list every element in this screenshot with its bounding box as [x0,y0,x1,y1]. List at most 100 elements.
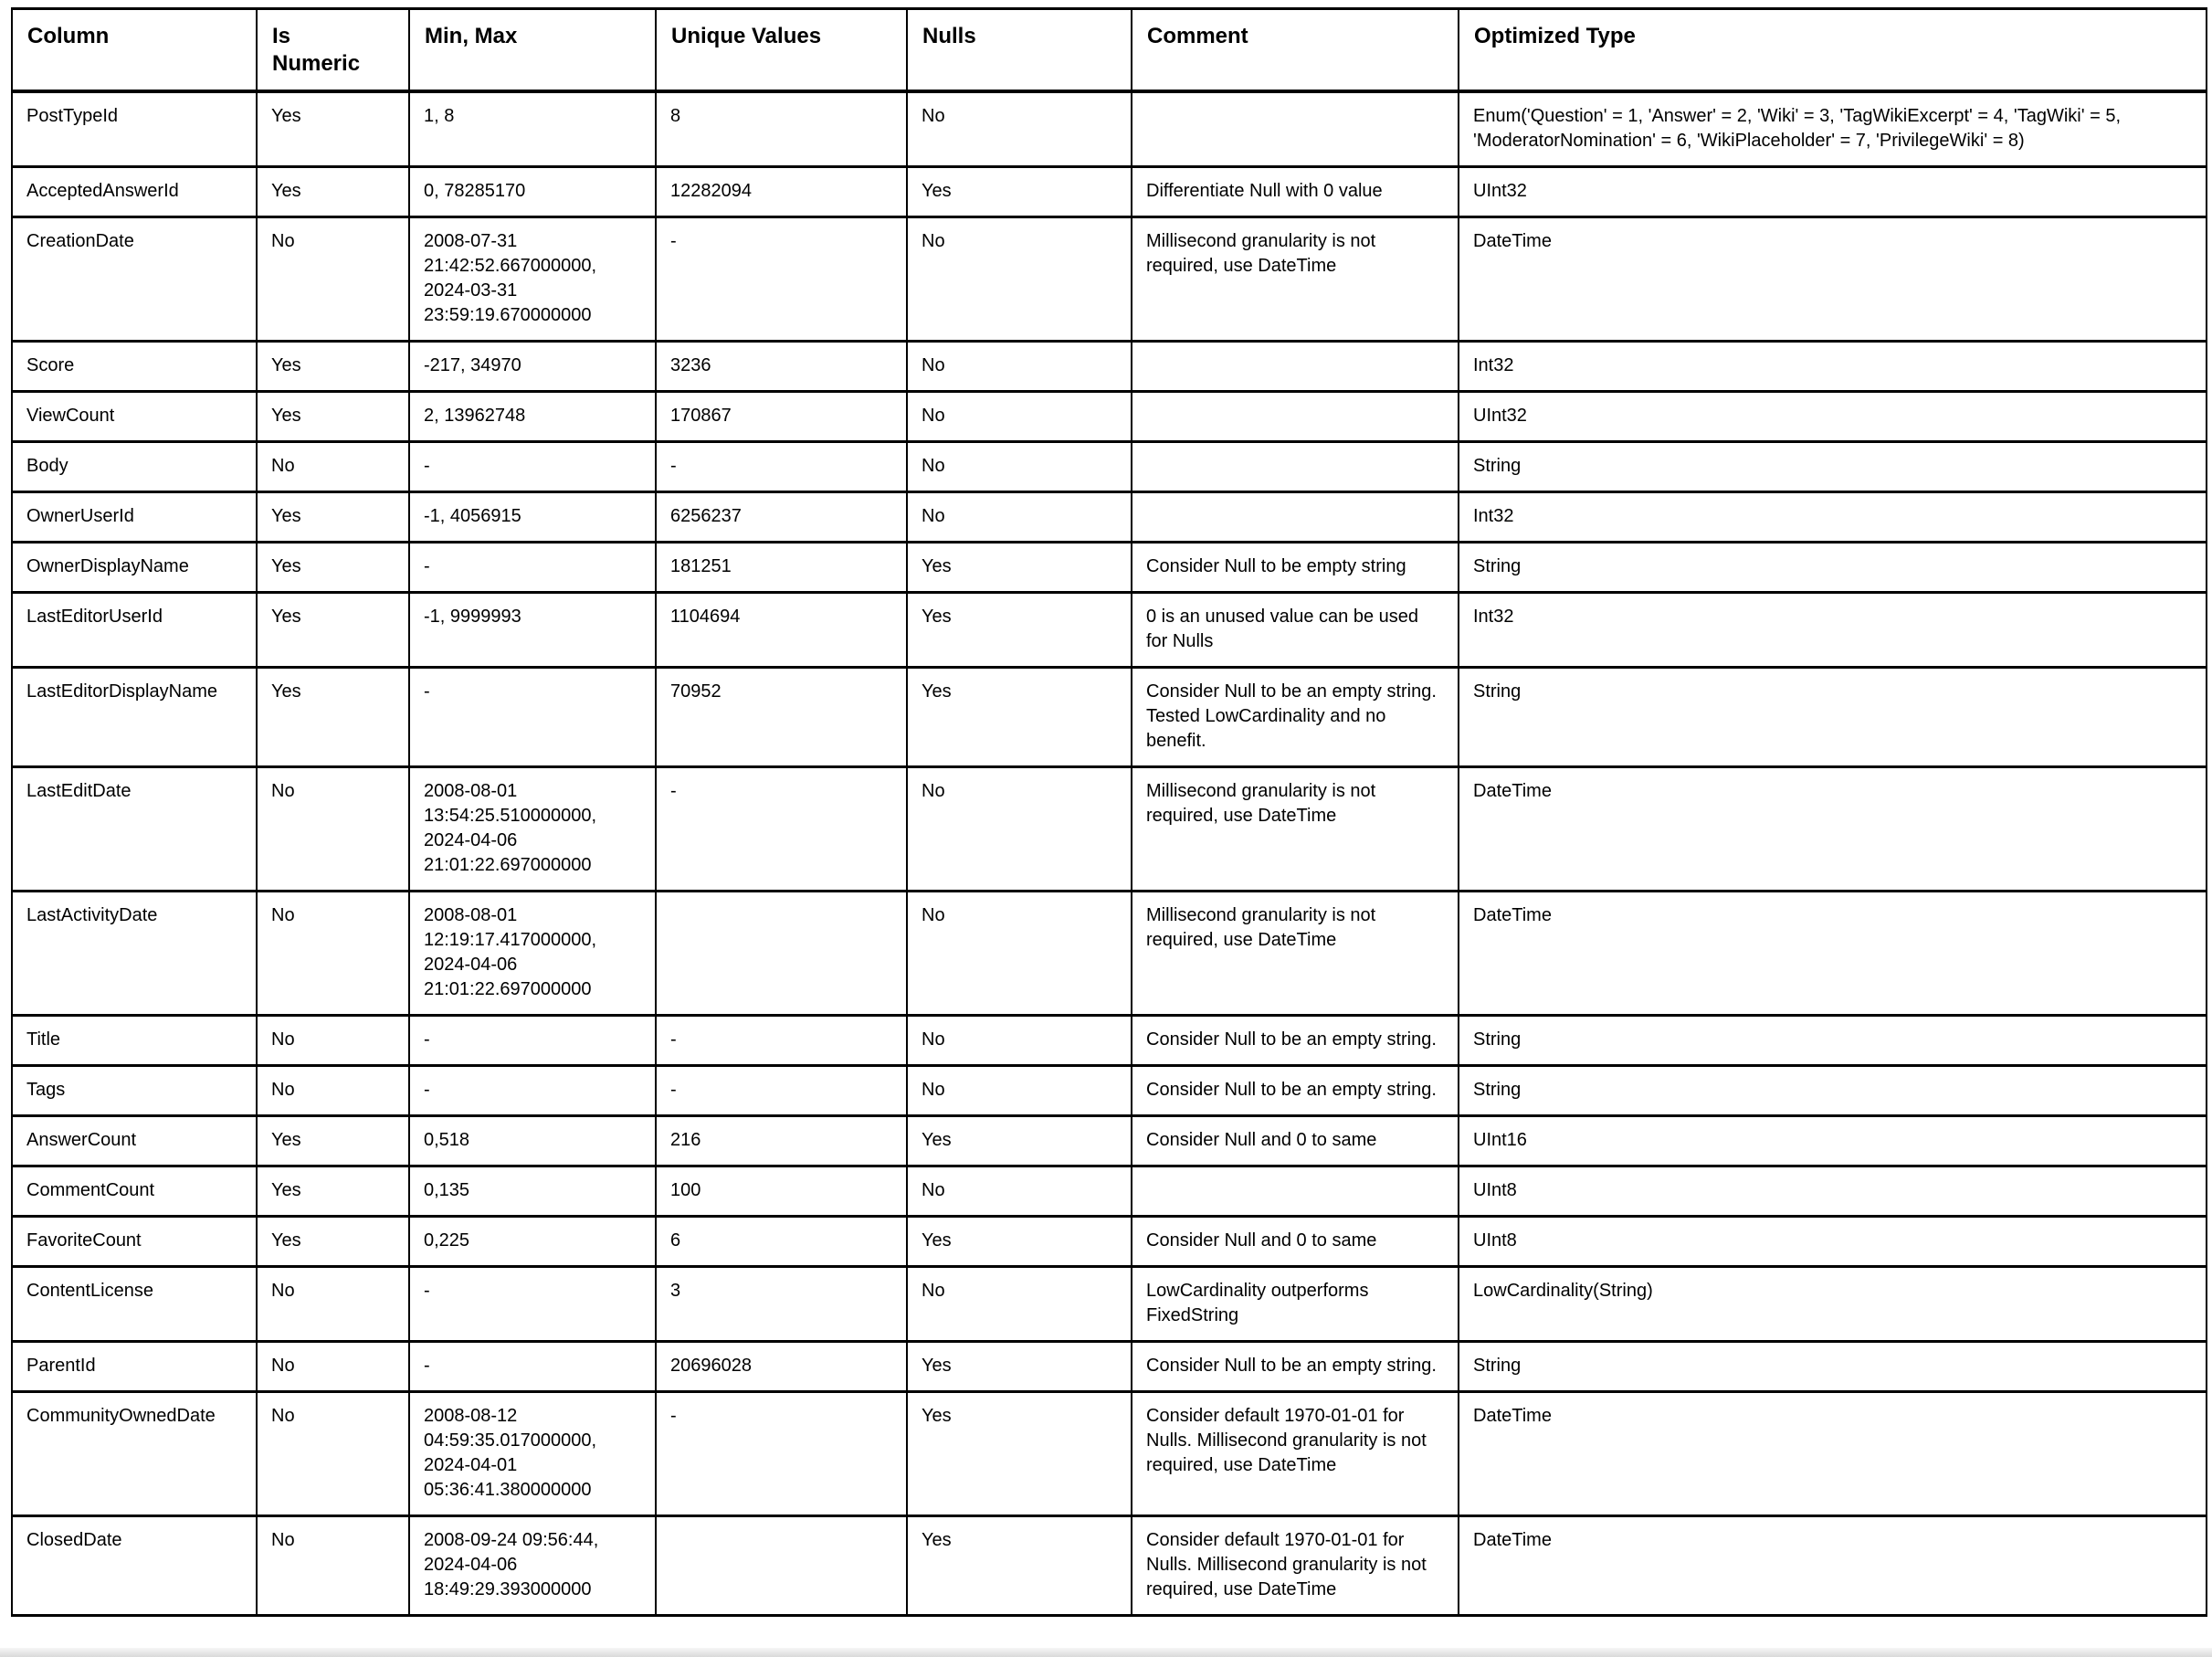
column-header-min-max: Min, Max [408,7,657,93]
cell-comment: Consider Null to be an empty string. Tes… [1131,666,1459,768]
cell-optimized-type: UInt32 [1458,165,2207,218]
table-row: CommunityOwnedDate No 2008-08-12 04:59:35.… [11,1390,2207,1517]
column-header-label: Comment [1147,24,1248,48]
cell-comment: Consider default 1970-01-01 for Nulls. M… [1131,1390,1459,1517]
cell-unique-values: 1104694 [655,591,908,669]
cell-comment: Consider Null to be an empty string. [1131,1064,1459,1117]
table-row: PostTypeId Yes 1, 8 8 No Enum('Question' = 1,… [11,90,2207,168]
table-row: LastEditDate No 2008-08-01 13:54:25.510000… [11,765,2207,892]
column-header-label: Column [27,24,110,48]
cell-column: LastEditorUserId [11,591,258,669]
cell-comment [1131,440,1459,493]
table-row: FavoriteCount Yes 0,225 6 Yes Consider Null a… [11,1215,2207,1268]
cell-unique-values: 3236 [655,340,908,393]
cell-nulls: No [906,1014,1132,1067]
cell-comment: Consider Null and 0 to same [1131,1215,1459,1268]
cell-min-max: 2, 13962748 [408,390,657,443]
cell-nulls: No [906,440,1132,493]
column-header-is-numeric: Is Numeric [256,7,410,93]
table-row: LastActivityDate No 2008-08-01 12:19:17.41… [11,890,2207,1017]
cell-min-max: 0,135 [408,1165,657,1218]
cell-is-numeric: Yes [256,541,410,594]
cell-optimized-type: UInt32 [1458,390,2207,443]
cell-nulls: Yes [906,591,1132,669]
column-header-nulls: Nulls [906,7,1132,93]
cell-optimized-type: String [1458,1064,2207,1117]
cell-optimized-type: DateTime [1458,216,2207,343]
cell-unique-values: - [655,1390,908,1517]
column-header-unique-values: Unique Values [655,7,908,93]
cell-min-max: 2008-07-31 21:42:52.667000000, 2024-03-3… [408,216,657,343]
cell-comment: Consider Null to be empty string [1131,541,1459,594]
cell-nulls: Yes [906,165,1132,218]
cell-column: CreationDate [11,216,258,343]
cell-column: ContentLicense [11,1265,258,1343]
cell-nulls: No [906,890,1132,1017]
cell-min-max: 2008-08-01 13:54:25.510000000, 2024-04-0… [408,765,657,892]
cell-nulls: No [906,491,1132,544]
table-row: Body No - - No String [11,440,2207,493]
schema-table: Column Is Numeric Min, Max Unique Values Nul… [11,7,2207,1617]
cell-is-numeric: No [256,1265,410,1343]
cell-column: Title [11,1014,258,1067]
cell-unique-values: 216 [655,1114,908,1167]
column-header-comment: Comment [1131,7,1459,93]
cell-nulls: Yes [906,1215,1132,1268]
cell-min-max: - [408,1265,657,1343]
column-header-label: Unique Values [671,24,822,48]
cell-optimized-type: LowCardinality(String) [1458,1265,2207,1343]
table-row: Title No - - No Consider Null to be an empty … [11,1014,2207,1067]
cell-nulls: Yes [906,666,1132,768]
cell-min-max: 2008-08-01 12:19:17.417000000, 2024-04-0… [408,890,657,1017]
cell-unique-values: 8 [655,90,908,168]
cell-comment: Consider Null to be an empty string. [1131,1014,1459,1067]
cell-optimized-type: String [1458,440,2207,493]
cell-is-numeric: Yes [256,491,410,544]
column-header-label: Nulls [922,24,976,48]
cell-comment [1131,491,1459,544]
cell-nulls: Yes [906,541,1132,594]
cell-is-numeric: No [256,1064,410,1117]
table-row: AcceptedAnswerId Yes 0, 78285170 12282094 Ye… [11,165,2207,218]
cell-column: AcceptedAnswerId [11,165,258,218]
cell-min-max: 0,225 [408,1215,657,1268]
cell-min-max: -1, 4056915 [408,491,657,544]
cell-column: Tags [11,1064,258,1117]
cell-optimized-type: DateTime [1458,765,2207,892]
cell-comment: Millisecond granularity is not required,… [1131,890,1459,1017]
cell-nulls: Yes [906,1390,1132,1517]
cell-optimized-type: UInt8 [1458,1165,2207,1218]
cell-unique-values [655,1515,908,1617]
cell-min-max: -217, 34970 [408,340,657,393]
cell-unique-values: 6256237 [655,491,908,544]
cell-unique-values: - [655,765,908,892]
header-row: Column Is Numeric Min, Max Unique Values Nul… [11,7,2207,93]
cell-optimized-type: String [1458,1340,2207,1393]
cell-column: OwnerDisplayName [11,541,258,594]
cell-is-numeric: No [256,216,410,343]
cell-column: LastEditDate [11,765,258,892]
cell-nulls: No [906,1064,1132,1117]
cell-optimized-type: UInt16 [1458,1114,2207,1167]
cell-is-numeric: No [256,1390,410,1517]
cell-unique-values: 20696028 [655,1340,908,1393]
cell-column: PostTypeId [11,90,258,168]
cell-unique-values: 170867 [655,390,908,443]
cell-optimized-type: Int32 [1458,591,2207,669]
cell-nulls: No [906,1165,1132,1218]
cell-column: LastActivityDate [11,890,258,1017]
column-header-label: Is Numeric [272,24,361,76]
cell-optimized-type: Int32 [1458,340,2207,393]
cell-comment: LowCardinality outperforms FixedString [1131,1265,1459,1343]
cell-is-numeric: Yes [256,1215,410,1268]
cell-column: OwnerUserId [11,491,258,544]
cell-column: LastEditorDisplayName [11,666,258,768]
cell-comment [1131,90,1459,168]
cell-column: CommunityOwnedDate [11,1390,258,1517]
cell-unique-values: - [655,440,908,493]
column-header-label: Min, Max [425,24,518,48]
table-row: OwnerDisplayName Yes -181251 Yes Consider Nu… [11,541,2207,594]
cell-unique-values: 100 [655,1165,908,1218]
table-row: Score Yes -217, 34970 3236 No Int32 [11,340,2207,393]
cell-is-numeric: Yes [256,165,410,218]
